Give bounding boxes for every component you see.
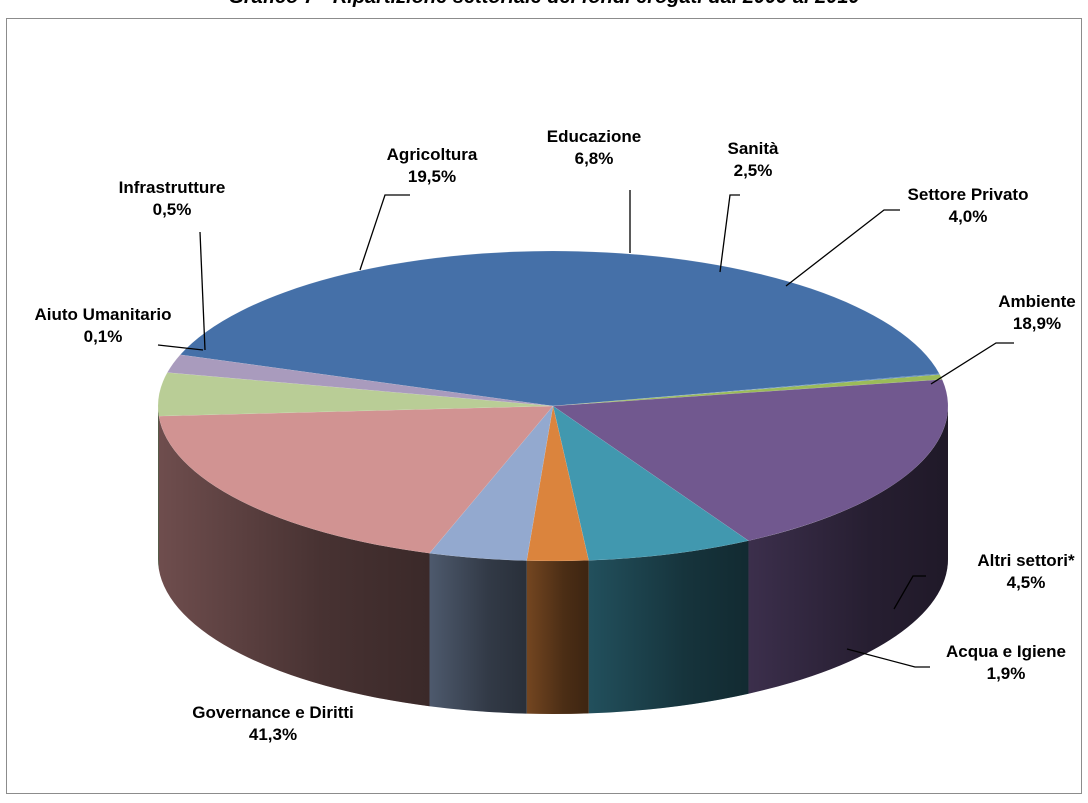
pie-slice xyxy=(179,250,940,407)
leader-line xyxy=(785,209,900,287)
slice-percent: 18,9% xyxy=(1013,314,1061,333)
leader-line xyxy=(846,648,930,668)
slice-name: Agricoltura xyxy=(387,145,478,164)
slice-percent: 41,3% xyxy=(249,725,297,744)
slice-name: Educazione xyxy=(547,127,641,146)
pie-slices xyxy=(157,250,949,562)
slice-percent: 1,9% xyxy=(987,664,1026,683)
slice-percent: 0,1% xyxy=(84,327,123,346)
slice-label: Infrastrutture 0,5% xyxy=(119,178,226,219)
slice-percent: 6,8% xyxy=(575,149,614,168)
slice-label: Altri settori* 4,5% xyxy=(977,551,1075,592)
slice-label: Educazione 6,8% xyxy=(547,127,641,168)
slice-name: Governance e Diritti xyxy=(192,703,354,722)
slice-label: Acqua e Igiene 1,9% xyxy=(946,642,1066,683)
pie-sides xyxy=(158,406,948,715)
leader-lines xyxy=(157,190,1014,668)
slice-percent: 4,0% xyxy=(949,207,988,226)
leader-line xyxy=(719,194,740,273)
pie-slice xyxy=(429,405,554,561)
slice-side-shade xyxy=(158,406,159,570)
slice-label: Ambiente 18,9% xyxy=(998,292,1075,333)
leader-line xyxy=(199,231,206,351)
slice-name: Aiuto Umanitario xyxy=(35,305,172,324)
slice-name: Settore Privato xyxy=(908,185,1029,204)
slice-side-shade xyxy=(158,416,430,707)
slice-percent: 4,5% xyxy=(1007,573,1046,592)
leader-line xyxy=(157,344,204,351)
pie-slice xyxy=(157,372,554,417)
slice-label: Sanità 2,5% xyxy=(727,139,779,180)
slice-percent: 19,5% xyxy=(408,167,456,186)
pie-slice xyxy=(552,373,941,407)
pie-slice xyxy=(158,405,554,554)
slice-percent: 0,5% xyxy=(153,200,192,219)
pie-slice xyxy=(552,405,750,561)
slice-label: Agricoltura 19,5% xyxy=(387,145,478,186)
slice-name: Altri settori* xyxy=(977,551,1075,570)
slice-label: Settore Privato 4,0% xyxy=(908,185,1029,226)
slice-name: Ambiente xyxy=(998,292,1075,311)
slice-side-shade xyxy=(748,406,948,694)
slice-side-shade xyxy=(526,560,589,715)
slice-name: Sanità xyxy=(727,139,779,158)
slice-side-shade xyxy=(588,540,749,714)
leader-line xyxy=(359,194,410,271)
slice-label: Aiuto Umanitario 0,1% xyxy=(35,305,172,346)
leader-line xyxy=(893,575,926,610)
slice-name: Acqua e Igiene xyxy=(946,642,1066,661)
chart-title: Grafico 7 - Ripartizione settoriale dei … xyxy=(0,0,1088,9)
pie-slice xyxy=(526,405,589,562)
slice-percent: 2,5% xyxy=(734,161,773,180)
slice-labels: Governance e Diritti 41,3% Aiuto Umanitari… xyxy=(35,127,1076,744)
pie-slice xyxy=(552,379,949,541)
leader-line xyxy=(930,342,1014,385)
slice-side-shade xyxy=(429,553,527,714)
slice-label: Governance e Diritti 41,3% xyxy=(192,703,354,744)
pie-slice xyxy=(166,354,554,407)
slice-name: Infrastrutture xyxy=(119,178,226,197)
